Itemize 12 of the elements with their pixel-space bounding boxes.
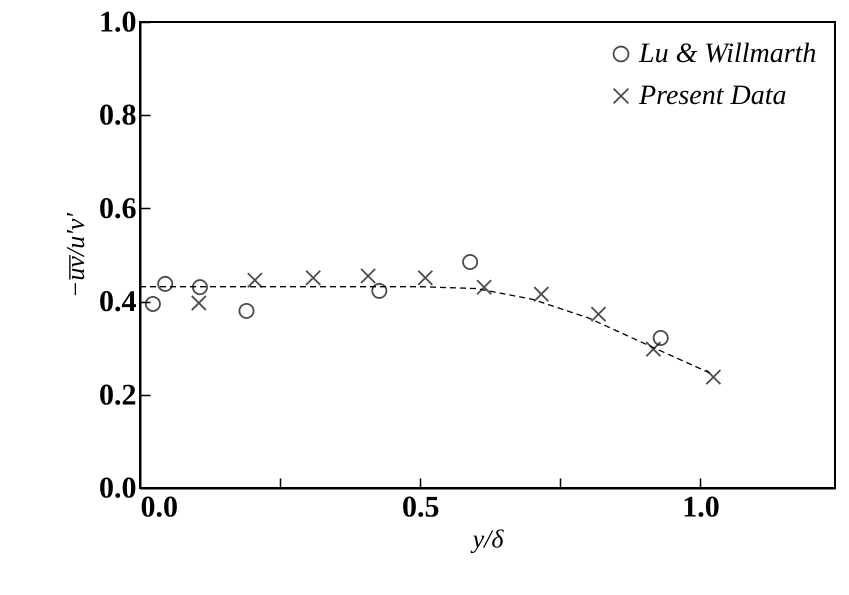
legend-label: Present Data bbox=[638, 80, 786, 111]
legend-label: Lu & Willmarth bbox=[638, 38, 816, 69]
y-tick-label: 0.8 bbox=[99, 98, 136, 132]
y-axis-title: −u̅v̅/u′v′ bbox=[61, 212, 90, 298]
y-tick-label: 1.0 bbox=[99, 6, 136, 38]
x-tick-label: 1.0 bbox=[682, 490, 720, 524]
y-tick-label: 0.4 bbox=[99, 285, 136, 318]
x-axis-title: y/δ bbox=[470, 524, 504, 554]
y-tick-label: 0.2 bbox=[99, 378, 136, 412]
y-tick-label: 0.6 bbox=[99, 192, 136, 225]
x-tick-label: 0.5 bbox=[402, 490, 440, 524]
x-tick-label: 0.0 bbox=[140, 490, 178, 524]
